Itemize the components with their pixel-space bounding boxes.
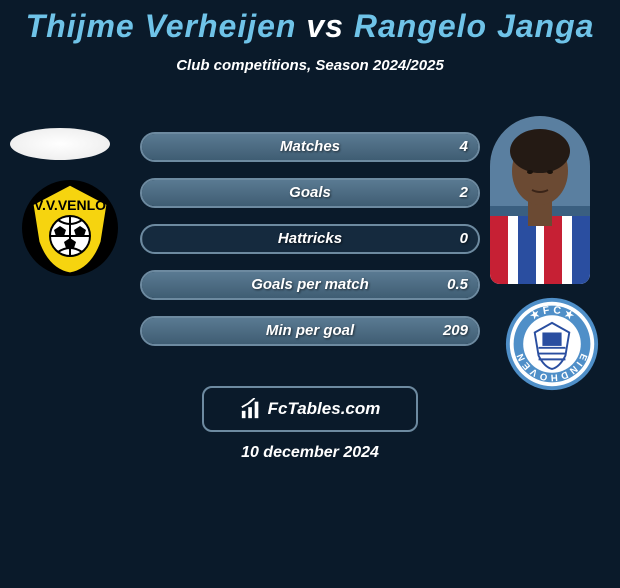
vs-label: vs [306,8,344,44]
brand-box: FcTables.com [202,386,418,432]
stat-value-right: 0.5 [447,272,468,298]
stat-row: Goals2 [140,178,480,208]
stat-value-right: 2 [460,180,468,206]
chart-icon [240,398,262,420]
stat-row: Hattricks0 [140,224,480,254]
stat-label: Matches [142,134,478,160]
svg-text:V.V.VENLO: V.V.VENLO [34,197,106,213]
stat-row: Goals per match0.5 [140,270,480,300]
player2-name: Rangelo Janga [354,8,595,44]
stat-label: Hattricks [142,226,478,252]
player2-avatar [490,116,590,284]
stat-label: Goals per match [142,272,478,298]
stat-value-right: 0 [460,226,468,252]
stat-label: Goals [142,180,478,206]
date-label: 10 december 2024 [0,444,620,462]
player1-club-badge: V.V.VENLO [20,178,120,278]
comparison-title: Thijme Verheijen vs Rangelo Janga [0,8,620,45]
player2-club-badge: ★ F C ★ E I N D H O V E N [504,296,600,392]
stat-row: Matches4 [140,132,480,162]
stat-label: Min per goal [142,318,478,344]
stat-value-right: 209 [443,318,468,344]
player1-name: Thijme Verheijen [26,8,297,44]
stat-value-right: 4 [460,134,468,160]
player1-avatar-placeholder [10,128,110,160]
stats-container: Matches4Goals2Hattricks0Goals per match0… [140,132,480,362]
stat-row: Min per goal209 [140,316,480,346]
subtitle: Club competitions, Season 2024/2025 [0,57,620,74]
brand-text: FcTables.com [268,399,381,419]
